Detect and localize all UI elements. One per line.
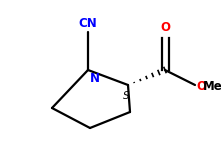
- Text: S: S: [123, 91, 129, 101]
- Text: CN: CN: [79, 17, 97, 30]
- Text: O: O: [160, 21, 170, 34]
- Text: N: N: [90, 72, 100, 85]
- Text: O: O: [196, 80, 206, 93]
- Text: Me: Me: [203, 80, 221, 93]
